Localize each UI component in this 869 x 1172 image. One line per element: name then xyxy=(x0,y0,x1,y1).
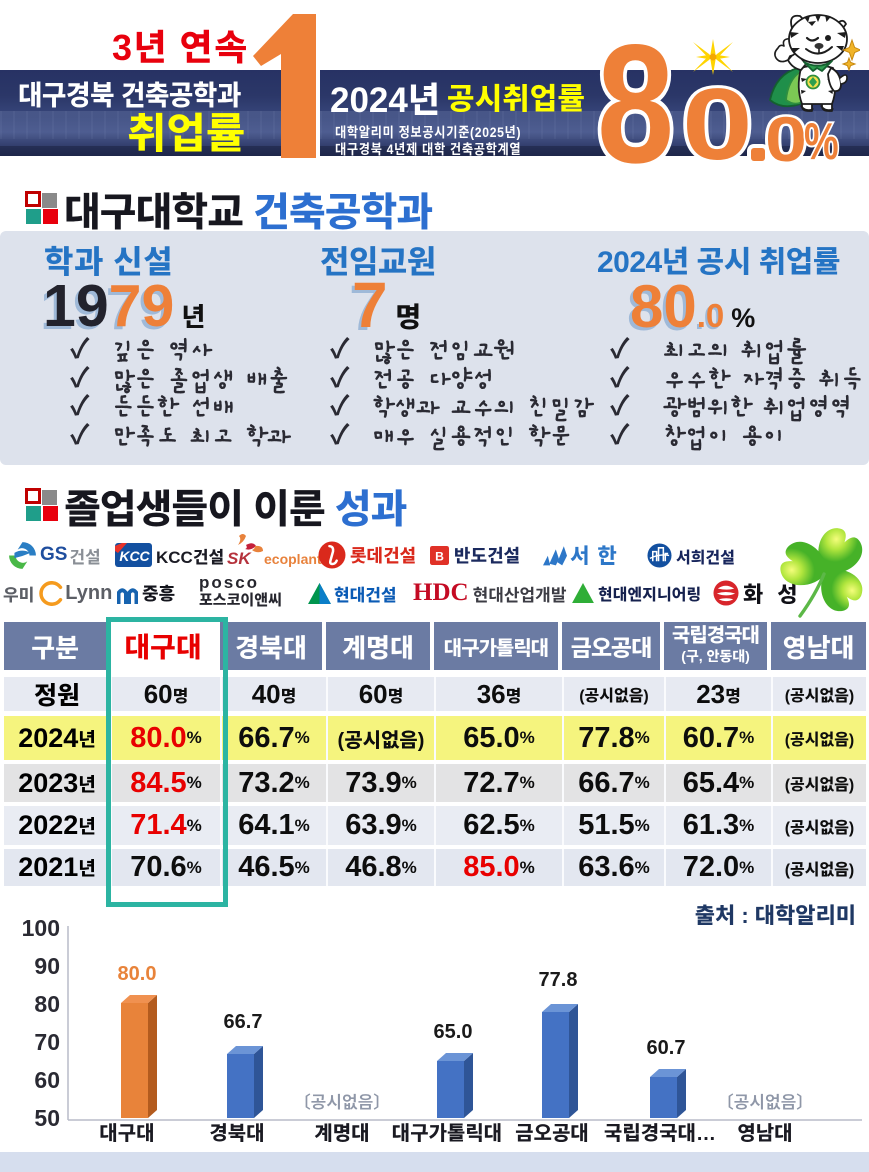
svg-text:금오공대: 금오공대 xyxy=(515,1123,589,1145)
svg-text:경북대: 경북대 xyxy=(209,1123,264,1145)
svg-text:60.7: 60.7 xyxy=(647,1037,686,1059)
svg-text:60: 60 xyxy=(34,1067,60,1093)
svg-text:대구대: 대구대 xyxy=(99,1123,154,1145)
svg-text:ecoplant: ecoplant xyxy=(264,551,322,567)
svg-text:65.0: 65.0 xyxy=(434,1021,473,1043)
svg-text:대구가톨릭대: 대구가톨릭대 xyxy=(392,1123,502,1145)
svg-text:영남대: 영남대 xyxy=(737,1123,792,1145)
svg-text:80: 80 xyxy=(34,991,60,1017)
svg-text:〔공시없음〕: 〔공시없음〕 xyxy=(717,1093,814,1112)
svg-text:KCC: KCC xyxy=(119,548,150,564)
svg-text:90: 90 xyxy=(34,953,60,979)
svg-text:SK: SK xyxy=(227,549,252,568)
svg-text:80.0: 80.0 xyxy=(118,963,157,985)
svg-text:〔공시없음〕: 〔공시없음〕 xyxy=(294,1093,391,1112)
svg-text:77.8: 77.8 xyxy=(539,969,578,991)
svg-text:B: B xyxy=(435,549,444,563)
svg-text:계명대: 계명대 xyxy=(314,1123,369,1145)
svg-text:66.7: 66.7 xyxy=(224,1011,263,1033)
svg-text:50: 50 xyxy=(34,1105,60,1131)
svg-text:국립경국대…: 국립경국대… xyxy=(604,1123,716,1145)
svg-text:70: 70 xyxy=(34,1029,60,1055)
svg-text:100: 100 xyxy=(22,920,60,941)
